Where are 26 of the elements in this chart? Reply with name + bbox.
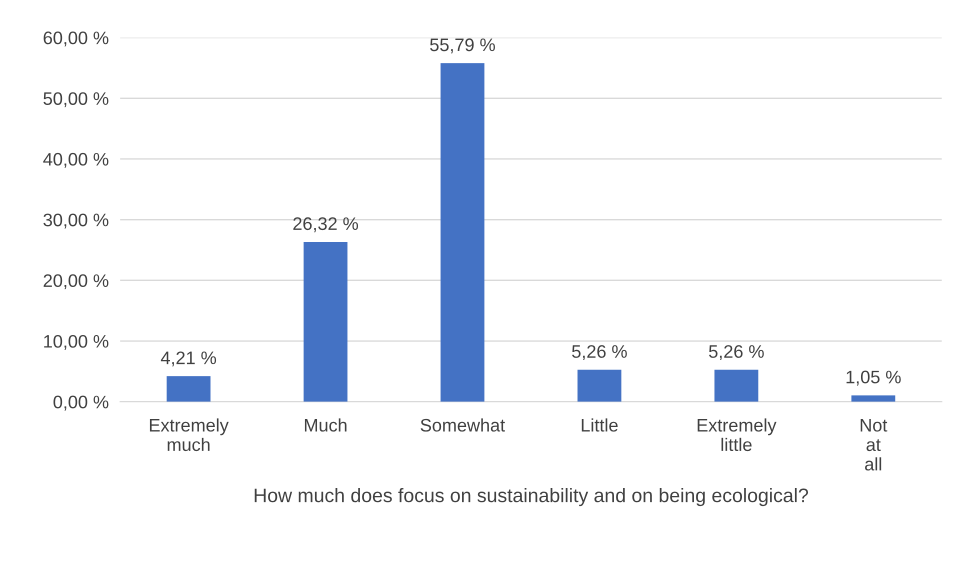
bar bbox=[578, 370, 622, 402]
x-tick-label: Not at all bbox=[860, 419, 888, 471]
bar bbox=[714, 370, 758, 402]
x-tick-label: Somewhat bbox=[420, 418, 506, 432]
y-tick-label: 60,00 % bbox=[44, 32, 108, 46]
y-tick-label: 20,00 % bbox=[44, 274, 108, 290]
bar bbox=[440, 63, 484, 402]
data-label: 1,05 % bbox=[846, 370, 901, 386]
y-tick-label: 10,00 % bbox=[44, 334, 108, 350]
data-label: 26,32 % bbox=[293, 217, 358, 232]
data-label: 5,26 % bbox=[572, 345, 627, 360]
y-tick-label: 50,00 % bbox=[43, 92, 108, 108]
y-tick-label: 0,00 % bbox=[54, 396, 108, 411]
x-axis-title: How much does focus on sustainability and on being ecological? bbox=[254, 488, 808, 506]
y-tick-label: 40,00 % bbox=[43, 152, 108, 168]
bar bbox=[851, 395, 896, 402]
data-label: 55,79 % bbox=[430, 38, 495, 54]
x-tick-label: Extremely little bbox=[698, 418, 776, 452]
x-tick-label: Little bbox=[582, 418, 618, 432]
data-label: 4,21 % bbox=[160, 351, 216, 366]
bar bbox=[166, 376, 211, 402]
x-tick-label: Much bbox=[304, 418, 346, 432]
bar bbox=[304, 242, 348, 402]
x-tick-label: Extremely much bbox=[150, 418, 229, 452]
y-tick-label: 30,00 % bbox=[43, 214, 108, 228]
data-label: 5,26 % bbox=[708, 345, 764, 360]
